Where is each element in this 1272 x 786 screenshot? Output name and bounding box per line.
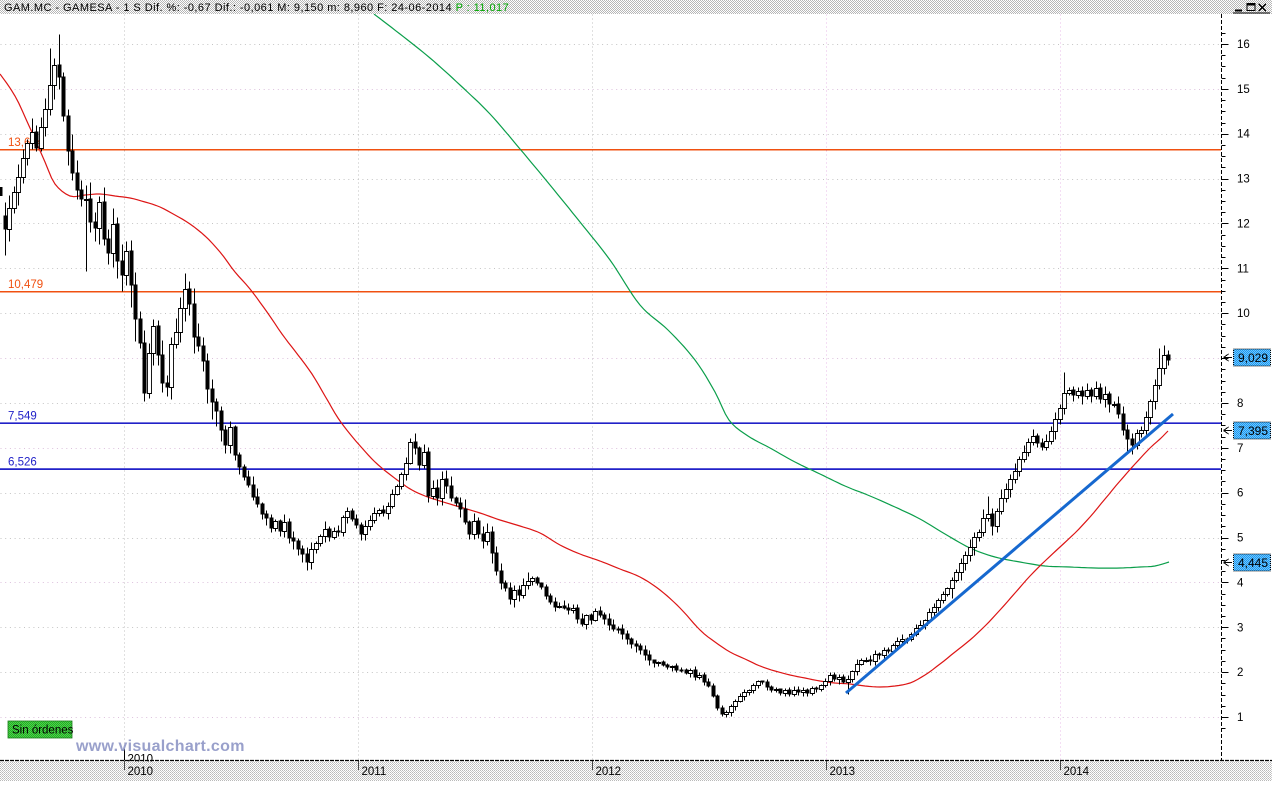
svg-text:7,549: 7,549: [8, 411, 37, 423]
svg-text:9,029: 9,029: [1238, 351, 1268, 365]
svg-text:14: 14: [1237, 129, 1250, 141]
svg-text:12: 12: [1237, 219, 1250, 231]
svg-text:GAM.MC - GAMESA - 1 S Dif. %: GAM.MC - GAMESA - 1 S Dif. %: -0,67 Dif.…: [4, 2, 509, 14]
svg-text:1: 1: [1237, 712, 1243, 724]
svg-text:5: 5: [1237, 533, 1243, 545]
svg-text:13: 13: [1237, 174, 1250, 186]
svg-text:2013: 2013: [830, 766, 856, 778]
svg-text:2014: 2014: [1064, 766, 1090, 778]
svg-text:8: 8: [1237, 398, 1243, 410]
svg-text:6: 6: [1237, 488, 1243, 500]
svg-text:10: 10: [1237, 308, 1250, 320]
svg-text:11: 11: [1237, 263, 1249, 275]
svg-text:2011: 2011: [362, 766, 387, 778]
svg-text:16: 16: [1237, 39, 1250, 51]
svg-text:3: 3: [1237, 622, 1243, 634]
svg-text:15: 15: [1237, 84, 1250, 96]
svg-text:2: 2: [1237, 667, 1243, 679]
svg-text:www.visualchart.com: www.visualchart.com: [75, 738, 245, 755]
svg-text:2012: 2012: [596, 766, 622, 778]
svg-text:2010: 2010: [128, 766, 154, 778]
svg-text:Sin órdenes: Sin órdenes: [12, 725, 74, 737]
svg-text:6,526: 6,526: [8, 457, 37, 469]
svg-text:10,479: 10,479: [8, 279, 43, 291]
svg-text:7: 7: [1237, 443, 1243, 455]
svg-text:4,445: 4,445: [1238, 556, 1268, 570]
svg-text:4: 4: [1237, 577, 1244, 589]
svg-text:7,395: 7,395: [1238, 424, 1268, 438]
